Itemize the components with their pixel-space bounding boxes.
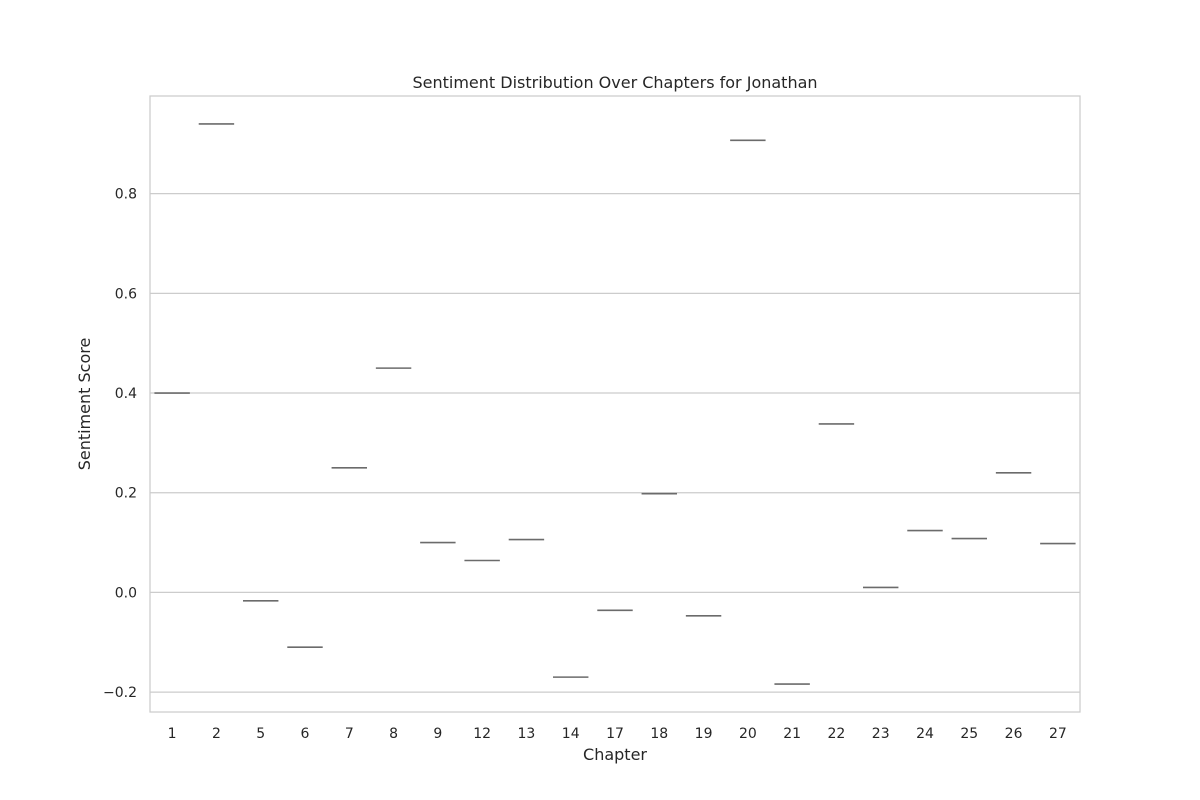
x-tick-label: 26 — [1005, 726, 1023, 742]
x-tick-label: 22 — [828, 726, 846, 742]
y-tick-label: 0.4 — [115, 386, 137, 402]
x-tick-label: 13 — [518, 726, 536, 742]
x-tick-label: 20 — [739, 726, 757, 742]
x-tick-label: 9 — [433, 726, 442, 742]
x-tick-label: 5 — [256, 726, 265, 742]
y-grid-lines — [150, 193, 1080, 693]
y-tick-label: −0.2 — [103, 685, 137, 701]
x-tick-label: 17 — [606, 726, 624, 742]
x-tick-label: 14 — [562, 726, 580, 742]
x-tick-label: 23 — [872, 726, 890, 742]
y-tick-label: 0.2 — [115, 486, 137, 502]
x-tick-label: 12 — [473, 726, 491, 742]
y-tick-label: 0.0 — [115, 585, 137, 601]
y-tick-label: 0.6 — [115, 286, 137, 302]
x-tick-label: 8 — [389, 726, 398, 742]
x-axis-ticks: 1 2 5 6 7 8 9 12 13 14 17 18 19 20 21 22 23 24 25 26 27 — [168, 726, 1067, 742]
x-tick-label: 27 — [1049, 726, 1067, 742]
x-tick-label: 24 — [916, 726, 934, 742]
x-tick-label: 7 — [345, 726, 354, 742]
plot-area-frame — [149, 95, 1081, 713]
chart-title: Sentiment Distribution Over Chapters for… — [412, 73, 817, 92]
x-axis-label: Chapter — [583, 745, 647, 764]
x-tick-label: 25 — [960, 726, 978, 742]
x-tick-label: 19 — [695, 726, 713, 742]
x-tick-label: 6 — [301, 726, 310, 742]
x-tick-label: 1 — [168, 726, 177, 742]
y-axis-ticks: −0.2 0.0 0.2 0.4 0.6 0.8 — [103, 187, 137, 701]
box-marks — [154, 123, 1076, 685]
x-tick-label: 18 — [650, 726, 668, 742]
x-tick-label: 21 — [783, 726, 801, 742]
y-tick-label: 0.8 — [115, 187, 137, 203]
x-tick-label: 2 — [212, 726, 221, 742]
y-axis-label: Sentiment Score — [75, 338, 94, 471]
